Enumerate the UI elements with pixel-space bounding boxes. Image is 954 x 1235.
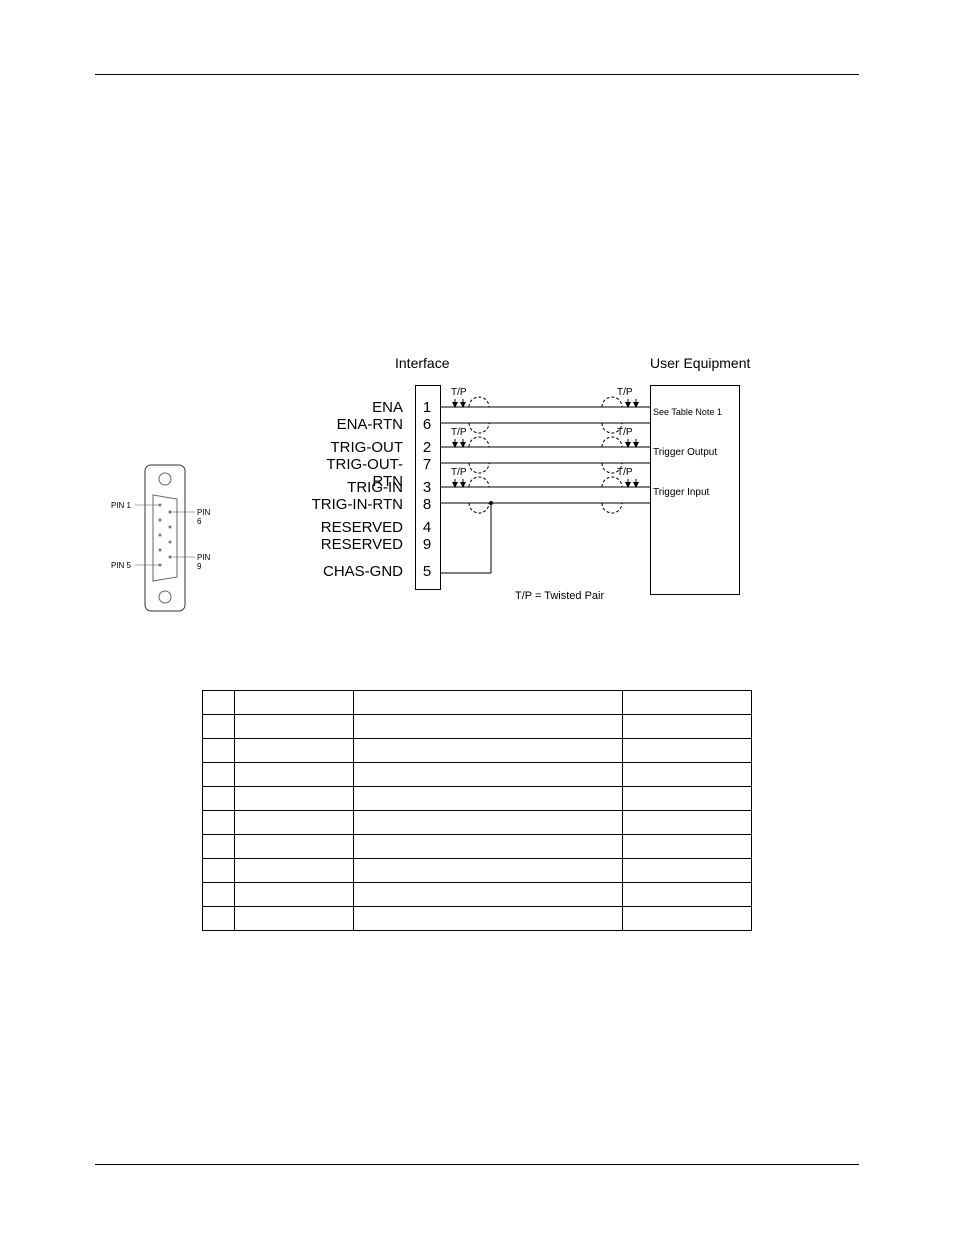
table-cell (203, 907, 235, 931)
table-header (622, 691, 751, 715)
table-cell (353, 835, 622, 859)
table-row (203, 835, 752, 859)
tp-label: T/P (617, 427, 633, 438)
dsub-connector: PIN 1 PIN 5 PIN 6 PIN 9 (125, 463, 205, 613)
dsub-pin5-label: PIN 5 (111, 561, 131, 570)
table-cell (353, 811, 622, 835)
table-cell (203, 859, 235, 883)
table-cell (235, 763, 353, 787)
interface-title: Interface (395, 355, 449, 371)
signal-label: ENA ENA-RTN (303, 399, 403, 433)
ue-label-note1: See Table Note 1 (653, 407, 737, 417)
table-cell (353, 739, 622, 763)
pin-number: 1 6 (421, 399, 433, 433)
table-cell (203, 739, 235, 763)
table-cell (235, 739, 353, 763)
pinout-diagram: PIN 1 PIN 5 PIN 6 PIN 9 Interface User E… (95, 355, 859, 625)
signal-label: RESERVED RESERVED (303, 519, 403, 553)
header-rule (95, 74, 859, 75)
table-cell (353, 883, 622, 907)
signal-ena-rtn: ENA-RTN (303, 416, 403, 433)
table-cell (235, 883, 353, 907)
dsub-pin6-label: PIN 6 (197, 508, 210, 526)
table-cell (622, 715, 751, 739)
pin-number: 5 (421, 563, 433, 580)
table-cell (622, 763, 751, 787)
pin-table (202, 690, 752, 931)
signal-trigout: TRIG-OUT (303, 439, 403, 456)
tp-label: T/P (617, 467, 633, 478)
table-cell (353, 715, 622, 739)
table-row (203, 763, 752, 787)
tp-label: T/P (451, 427, 467, 438)
table-row (203, 787, 752, 811)
signal-label: TRIG-IN TRIG-IN-RTN (303, 479, 403, 513)
table-cell (622, 811, 751, 835)
table-cell (353, 859, 622, 883)
table-cell (353, 787, 622, 811)
wire-diagram (441, 385, 650, 595)
table-header (353, 691, 622, 715)
tp-label: T/P (617, 387, 633, 398)
pin-number: 3 8 (421, 479, 433, 513)
signal-label: CHAS-GND (303, 563, 403, 580)
table-row (203, 859, 752, 883)
table-cell (235, 907, 353, 931)
table-cell (353, 763, 622, 787)
table-cell (622, 739, 751, 763)
table-row (203, 811, 752, 835)
table-cell (235, 787, 353, 811)
table-cell (235, 811, 353, 835)
table-cell (203, 787, 235, 811)
table-cell (622, 859, 751, 883)
table-cell (203, 811, 235, 835)
table-cell (353, 907, 622, 931)
dsub-pin1-label: PIN 1 (111, 501, 131, 510)
table-header-row (203, 691, 752, 715)
table-cell (203, 835, 235, 859)
table-cell (622, 787, 751, 811)
signal-ena: ENA (303, 399, 403, 416)
dsub-pin9-label: PIN 9 (197, 553, 210, 571)
ue-label-trigin: Trigger Input (653, 487, 737, 498)
table-row (203, 883, 752, 907)
table-cell (235, 715, 353, 739)
signal-trigin-rtn: TRIG-IN-RTN (303, 496, 403, 513)
table-row (203, 907, 752, 931)
tp-label: T/P (451, 387, 467, 398)
table-header (203, 691, 235, 715)
pin-number: 2 7 (421, 439, 433, 473)
table-cell (203, 883, 235, 907)
user-equipment-title: User Equipment (650, 355, 750, 371)
table-row (203, 739, 752, 763)
signal-trigin: TRIG-IN (303, 479, 403, 496)
table-header (235, 691, 353, 715)
table-cell (203, 715, 235, 739)
table-cell (622, 835, 751, 859)
tp-footnote: T/P = Twisted Pair (515, 590, 604, 602)
footer-rule (95, 1164, 859, 1165)
table-cell (235, 859, 353, 883)
table-cell (235, 835, 353, 859)
table-row (203, 715, 752, 739)
tp-label: T/P (451, 467, 467, 478)
signal-reserved1: RESERVED (303, 519, 403, 536)
table-cell (622, 907, 751, 931)
table-cell (203, 763, 235, 787)
signal-chasgnd: CHAS-GND (303, 563, 403, 580)
ue-label-trigout: Trigger Output (653, 447, 737, 458)
signal-reserved2: RESERVED (303, 536, 403, 553)
table-cell (622, 883, 751, 907)
pin-number: 4 9 (421, 519, 433, 553)
page: PIN 1 PIN 5 PIN 6 PIN 9 Interface User E… (0, 0, 954, 931)
